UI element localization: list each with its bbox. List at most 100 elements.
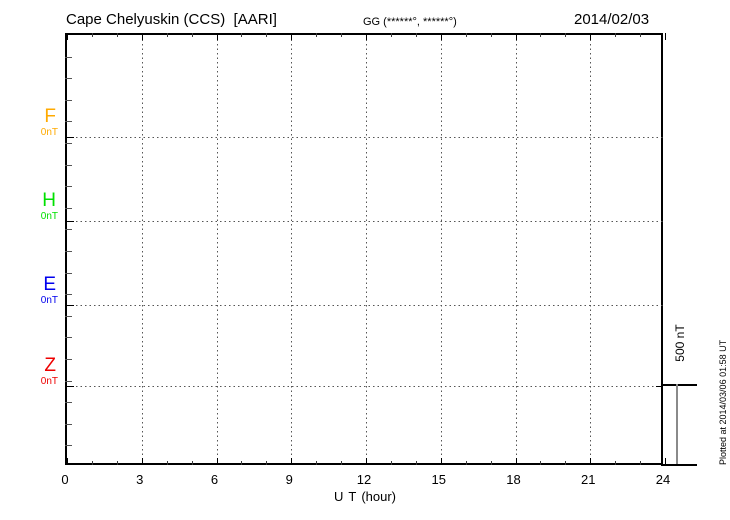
x-tick-major <box>142 458 143 465</box>
x-tick-major-top <box>665 33 666 40</box>
component-baseline-value: 0nT <box>40 376 58 388</box>
x-tick-minor-top <box>192 33 193 37</box>
y-tick-baseline-h <box>65 221 74 222</box>
y-tick-minor <box>65 78 72 79</box>
x-tick-label: 0 <box>61 472 69 487</box>
component-letter: Z <box>44 355 56 377</box>
x-tick-label: 15 <box>431 472 446 487</box>
y-tick-minor <box>65 57 72 58</box>
component-baseline-value: 0nT <box>40 295 58 306</box>
x-tick-major-top <box>590 33 591 40</box>
y-tick-minor <box>65 402 72 403</box>
x-tick-minor-top <box>565 33 566 37</box>
y-tick-baseline-z <box>65 386 74 387</box>
x-tick-major <box>217 458 218 465</box>
x-tick-minor-top <box>241 33 242 37</box>
x-tick-major-top <box>291 33 292 40</box>
x-tick-minor <box>391 461 392 465</box>
x-tick-label: 9 <box>285 472 293 487</box>
x-tick-major <box>590 458 591 465</box>
x-tick-minor-top <box>540 33 541 37</box>
x-tick-minor <box>92 461 93 465</box>
component-baseline-value: 0nT <box>40 126 58 138</box>
component-label-f: F 0nT <box>14 107 60 138</box>
x-axis-title-part: T <box>348 489 357 504</box>
x-tick-minor-top <box>640 33 641 37</box>
x-tick-major <box>67 458 68 465</box>
x-tick-minor <box>192 461 193 465</box>
scale-bar-top-cap <box>661 384 697 386</box>
y-tick-minor <box>65 100 72 101</box>
x-tick-major-top <box>142 33 143 40</box>
x-tick-minor <box>341 461 342 465</box>
component-letter: F <box>44 105 56 127</box>
y-tick-baseline-f <box>65 137 74 138</box>
x-tick-major <box>441 458 442 465</box>
x-tick-minor <box>640 461 641 465</box>
y-tick-minor <box>65 294 72 295</box>
x-tick-minor <box>540 461 541 465</box>
trace-layer <box>67 35 661 463</box>
x-tick-label: 6 <box>210 472 219 487</box>
component-label-e: E 0nT <box>14 275 60 306</box>
component-letter: H <box>42 189 56 211</box>
grid-layer <box>67 35 665 467</box>
x-tick-minor-top <box>266 33 267 37</box>
x-tick-label: 18 <box>506 472 521 487</box>
x-tick-minor <box>167 461 168 465</box>
scale-bar-bottom-cap <box>661 464 697 466</box>
x-tick-major-top <box>516 33 517 40</box>
x-tick-major <box>665 458 666 465</box>
x-tick-minor-top <box>391 33 392 37</box>
observation-date: 2014/02/03 <box>574 11 650 28</box>
x-tick-label: 3 <box>136 472 144 487</box>
x-tick-minor-top <box>167 33 168 37</box>
x-tick-minor <box>466 461 467 465</box>
y-tick-right <box>656 386 663 387</box>
y-tick-minor <box>65 381 72 382</box>
geographic-coordinates-label: GG (******°, ******°) <box>363 16 457 28</box>
x-tick-minor-top <box>341 33 342 37</box>
x-tick-major <box>516 458 517 465</box>
x-tick-minor-top <box>466 33 467 37</box>
y-tick-minor <box>65 165 72 166</box>
chart-header: Cape Chelyuskin (CCS) [AARI] GG (******°… <box>0 0 730 33</box>
scale-bar-stem <box>676 384 678 466</box>
x-tick-minor-top <box>416 33 417 37</box>
y-tick-minor <box>65 143 72 144</box>
y-tick-minor <box>65 229 72 230</box>
x-tick-minor <box>266 461 267 465</box>
x-tick-minor <box>491 461 492 465</box>
x-tick-major-top <box>366 33 367 40</box>
x-tick-label: 21 <box>581 472 596 487</box>
y-tick-minor <box>65 208 72 209</box>
vertical-scale-bar <box>661 384 697 466</box>
x-tick-minor <box>117 461 118 465</box>
x-axis-tick-labels: 0 3 6 9 12 15 18 21 24 <box>0 465 730 489</box>
x-axis-title: U T (hour) <box>0 489 730 504</box>
x-tick-label: 12 <box>356 472 372 487</box>
page-title: Cape Chelyuskin (CCS) [AARI] <box>66 11 277 28</box>
data-traces <box>67 35 665 467</box>
x-tick-minor-top <box>615 33 616 37</box>
gridlines <box>67 35 665 467</box>
y-tick-minor <box>65 359 72 360</box>
y-tick-minor <box>65 186 72 187</box>
x-tick-minor <box>416 461 417 465</box>
x-tick-major <box>291 458 292 465</box>
x-tick-major-top <box>441 33 442 40</box>
y-tick-minor <box>65 424 72 425</box>
x-tick-major-top <box>67 33 68 40</box>
x-tick-minor-top <box>491 33 492 37</box>
y-tick-minor <box>65 121 72 122</box>
x-tick-minor-top <box>316 33 317 37</box>
y-tick-minor <box>65 273 72 274</box>
x-tick-minor <box>316 461 317 465</box>
x-axis-title-part: (hour) <box>361 489 397 504</box>
x-tick-minor-top <box>92 33 93 37</box>
x-tick-minor <box>615 461 616 465</box>
x-tick-minor <box>565 461 566 465</box>
x-tick-label: 24 <box>655 472 671 487</box>
y-tick-baseline-e <box>65 305 74 306</box>
x-tick-major <box>366 458 367 465</box>
